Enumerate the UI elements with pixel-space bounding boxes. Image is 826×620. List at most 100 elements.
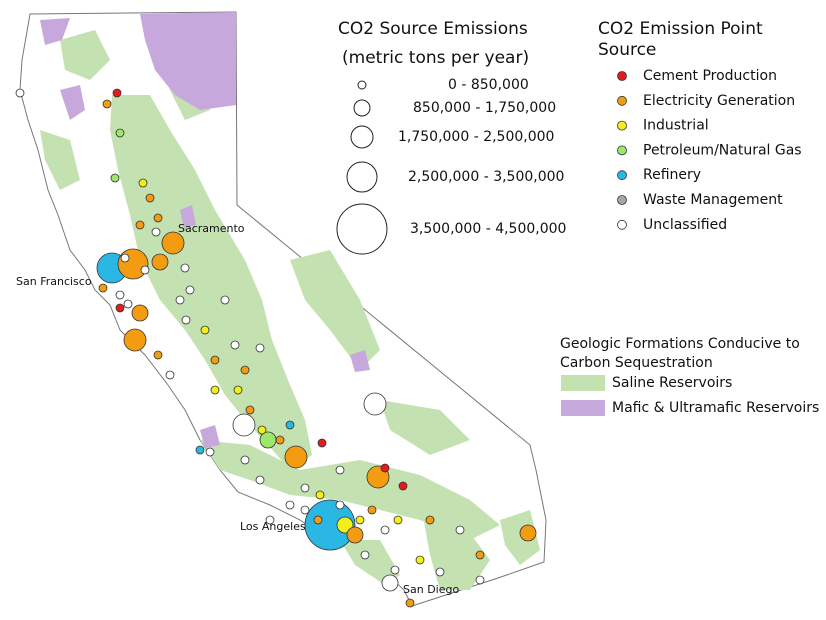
emission-point (265, 515, 275, 525)
size-label: 2,500,000 - 3,500,000 (408, 169, 564, 185)
legend-swatch (617, 145, 627, 156)
emission-point (185, 285, 195, 295)
emission-point (153, 350, 163, 360)
legend-title: Carbon Sequestration (560, 355, 713, 371)
legend-title: Source (598, 40, 656, 60)
size-label: 3,500,000 - 4,500,000 (410, 221, 566, 237)
emission-point (195, 445, 205, 455)
emission-point (259, 431, 277, 449)
saline-area (340, 540, 400, 585)
city-label: Sacramento (178, 222, 245, 235)
size-label: 850,000 - 1,750,000 (413, 100, 556, 116)
size-symbol (336, 203, 388, 255)
mafic-area (60, 85, 85, 120)
emission-point (123, 299, 133, 309)
emission-point (180, 263, 190, 273)
emission-point (255, 343, 265, 353)
emission-point (138, 178, 148, 188)
emission-point (393, 515, 403, 525)
emission-point (313, 515, 323, 525)
city-label: Los Angeles (240, 520, 306, 533)
city-label: San Francisco (16, 275, 92, 288)
legend-swatch (617, 120, 627, 131)
emission-point (381, 574, 399, 592)
formation-legend: Saline Reservoirs Mafic & Ultramafic Rese… (561, 375, 819, 416)
mafic-area (200, 425, 220, 448)
legend-label: Waste Management (643, 192, 783, 208)
mafic-area (40, 18, 70, 45)
emission-point (205, 447, 215, 457)
saline-area (380, 400, 470, 455)
emission-point (335, 500, 345, 510)
emission-point (230, 340, 240, 350)
emission-point (123, 328, 147, 352)
legend-label: Unclassified (643, 217, 727, 233)
mafic-reservoirs (40, 12, 370, 448)
emission-point (240, 455, 250, 465)
emission-point (165, 370, 175, 380)
saline-area (500, 510, 540, 565)
emission-point (98, 283, 108, 293)
emission-point (161, 231, 185, 255)
emission-point (355, 515, 365, 525)
emission-point (435, 567, 445, 577)
emission-point (475, 575, 485, 585)
emission-point (240, 365, 250, 375)
emission-point (398, 481, 408, 491)
legend-label: Industrial (643, 118, 709, 134)
emission-point (15, 88, 25, 98)
legend-label: Petroleum/Natural Gas (643, 142, 802, 158)
legend-label: Cement Production (643, 68, 777, 84)
emission-point (257, 425, 267, 435)
size-symbol (350, 125, 374, 149)
emission-point (475, 550, 485, 560)
emission-point (151, 253, 169, 271)
emission-point (367, 505, 377, 515)
emission-point (210, 385, 220, 395)
emission-point (317, 438, 327, 448)
size-label: 0 - 850,000 (448, 77, 529, 93)
saline-area (60, 30, 110, 80)
emission-point (117, 248, 149, 280)
legend-subtitle: (metric tons per year) (342, 48, 529, 68)
emission-point (200, 325, 210, 335)
legend-swatch (561, 375, 605, 391)
emission-point (390, 565, 400, 575)
emission-point (245, 405, 255, 415)
legend-swatch (617, 219, 627, 230)
emission-point (220, 295, 230, 305)
size-legend: 0 - 850,000 850,000 - 1,750,000 1,750,000 … (336, 77, 566, 255)
emission-point (135, 220, 145, 230)
emission-point (275, 435, 285, 445)
emission-point (285, 500, 295, 510)
emission-point (181, 315, 191, 325)
emission-point (175, 295, 185, 305)
size-symbol (346, 161, 378, 193)
emission-point (315, 490, 325, 500)
legend-label: Saline Reservoirs (612, 375, 732, 391)
legend-title: CO2 Emission Point (598, 19, 763, 39)
legend-swatch (617, 170, 627, 181)
emission-point (336, 516, 354, 534)
emission-point (102, 99, 112, 109)
saline-area (40, 130, 80, 190)
emission-point (115, 290, 125, 300)
emission-point (151, 227, 161, 237)
emission-point (285, 420, 295, 430)
emission-point (335, 465, 345, 475)
saline-area (290, 250, 380, 370)
legend-title: Geologic Formations Conducive to (560, 336, 800, 352)
legend-label: Refinery (643, 167, 701, 183)
emission-point (120, 253, 130, 263)
legend-swatch (561, 400, 605, 416)
emission-point (153, 213, 163, 223)
source-legend: Cement Production Electricity Generation I… (617, 68, 802, 233)
emission-point (131, 304, 149, 322)
emission-point (112, 88, 122, 98)
emission-point (115, 303, 125, 313)
emission-point (300, 505, 310, 515)
emission-point (455, 525, 465, 535)
emission-point (233, 385, 243, 395)
city-label: San Diego (403, 583, 459, 596)
